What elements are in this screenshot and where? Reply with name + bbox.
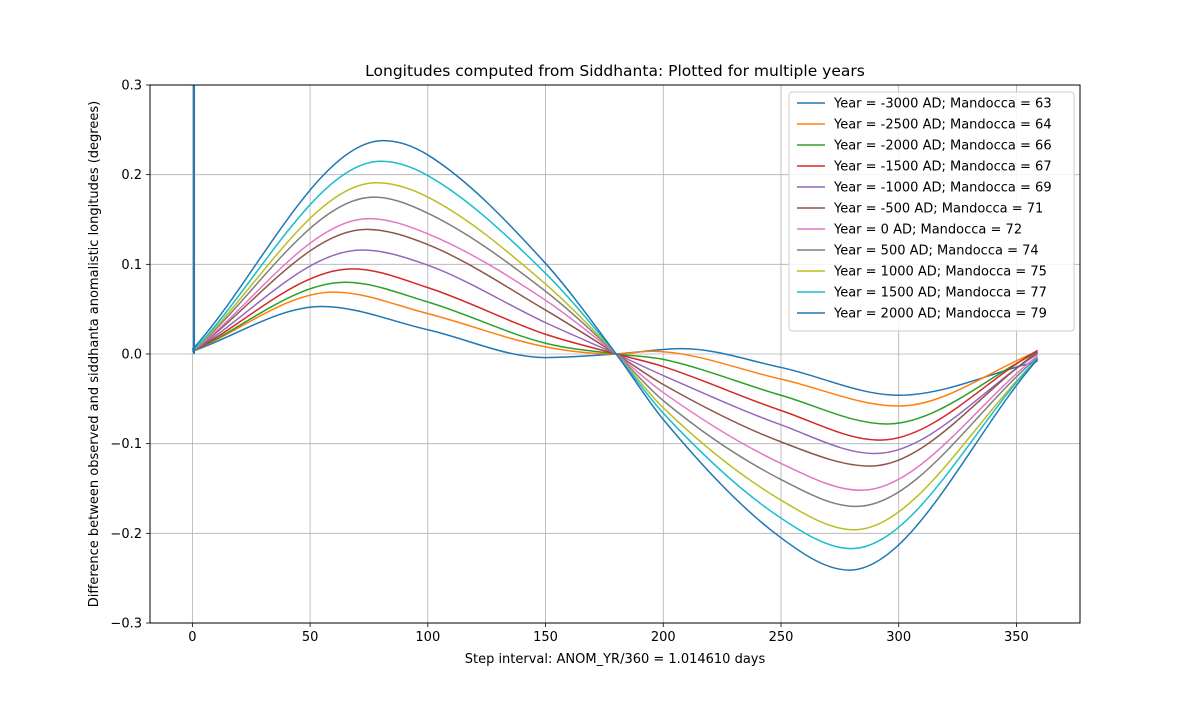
x-tick-label: 0 [188,630,196,645]
legend: Year = -3000 AD; Mandocca = 63 Year = -25… [788,91,1075,332]
legend-entry: Year = 500 AD; Mandocca = 74 [833,244,1039,259]
x-tick-label: 250 [769,630,794,645]
y-tick-label: 0.3 [121,79,142,94]
chart-title: Longitudes computed from Siddhanta: Plot… [365,62,865,80]
y-axis-label: Difference between observed and siddhant… [87,101,102,607]
legend-entry: Year = 0 AD; Mandocca = 72 [833,223,1022,238]
y-tick-label: −0.3 [110,617,142,632]
y-tick-label: 0.0 [121,348,142,363]
x-axis-label: Step interval: ANOM_YR/360 = 1.014610 da… [465,652,766,667]
axis-ticks: 0 50 100 150 200 250 300 350 −0.3 −0.2 −0.1 0.0 0.1 0… [110,79,1028,646]
legend-entry: Year = 1500 AD; Mandocca = 77 [833,286,1047,301]
legend-entry: Year = 2000 AD; Mandocca = 79 [833,307,1047,322]
legend-box [788,91,1075,332]
x-tick-label: 150 [533,630,558,645]
x-tick-label: 50 [302,630,319,645]
x-tick-label: 300 [886,630,911,645]
y-tick-label: −0.2 [110,527,142,542]
x-tick-label: 200 [651,630,676,645]
legend-entry: Year = -1500 AD; Mandocca = 67 [833,160,1052,175]
series-lines [191,85,1039,571]
y-tick-label: 0.1 [121,258,142,273]
legend-entry: Year = -3000 AD; Mandocca = 63 [833,97,1052,112]
y-tick-label: −0.1 [110,437,142,452]
legend-entry: Year = -2500 AD; Mandocca = 64 [833,118,1052,133]
x-tick-label: 350 [1004,630,1029,645]
x-tick-label: 100 [415,630,440,645]
series-line [191,139,1039,571]
legend-entry: Year = -1000 AD; Mandocca = 69 [833,181,1052,196]
legend-entry: Year = 1000 AD; Mandocca = 75 [833,265,1047,280]
y-tick-label: 0.2 [121,168,142,183]
legend-entry: Year = -500 AD; Mandocca = 71 [833,202,1043,217]
legend-entry: Year = -2000 AD; Mandocca = 66 [833,139,1052,154]
